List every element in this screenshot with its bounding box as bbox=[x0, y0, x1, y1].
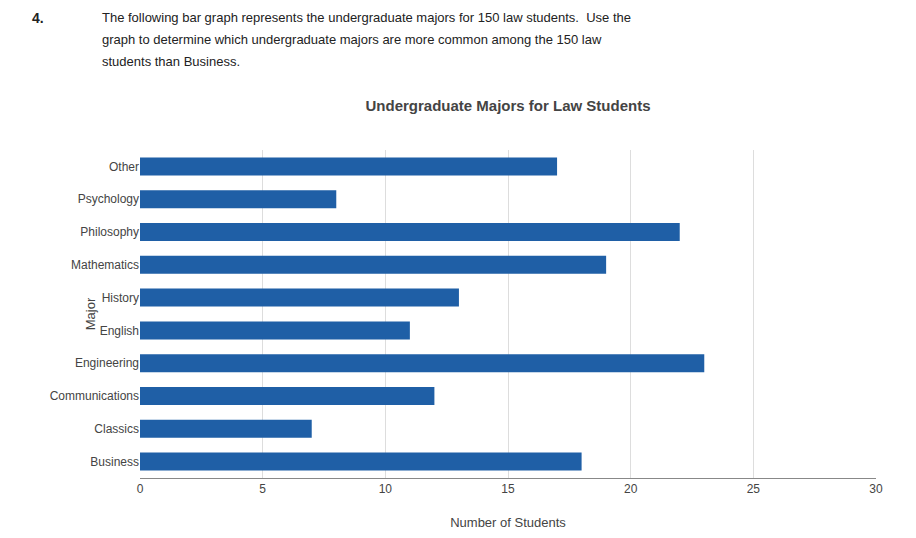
svg-text:10: 10 bbox=[379, 482, 393, 496]
svg-text:25: 25 bbox=[747, 482, 761, 496]
svg-text:0: 0 bbox=[137, 482, 144, 496]
svg-text:Business: Business bbox=[90, 455, 139, 469]
svg-text:5: 5 bbox=[259, 482, 266, 496]
svg-text:30: 30 bbox=[869, 482, 883, 496]
svg-text:Other: Other bbox=[109, 160, 139, 174]
svg-text:Undergraduate Majors for Law S: Undergraduate Majors for Law Students bbox=[365, 97, 650, 114]
svg-text:Engineering: Engineering bbox=[75, 356, 139, 370]
svg-text:15: 15 bbox=[501, 482, 515, 496]
svg-text:4.: 4. bbox=[32, 10, 44, 26]
svg-text:The following bar graph repres: The following bar graph represents the u… bbox=[102, 10, 631, 25]
svg-text:graph to determine which under: graph to determine which undergraduate m… bbox=[102, 32, 602, 47]
svg-text:Philosophy: Philosophy bbox=[80, 225, 139, 239]
svg-text:Psychology: Psychology bbox=[78, 192, 139, 206]
svg-text:History: History bbox=[102, 291, 139, 305]
svg-text:students than Business.: students than Business. bbox=[102, 54, 240, 69]
svg-text:Mathematics: Mathematics bbox=[71, 258, 139, 272]
svg-text:Communications: Communications bbox=[50, 389, 139, 403]
svg-text:English: English bbox=[100, 324, 139, 338]
svg-text:20: 20 bbox=[624, 482, 638, 496]
svg-text:Major: Major bbox=[83, 297, 98, 330]
svg-text:Classics: Classics bbox=[94, 422, 139, 436]
svg-text:Number of Students: Number of Students bbox=[450, 515, 566, 530]
